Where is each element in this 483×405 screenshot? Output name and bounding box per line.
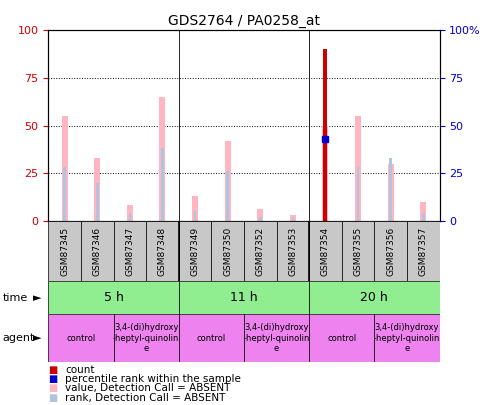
FancyBboxPatch shape	[48, 281, 179, 314]
Title: GDS2764 / PA0258_at: GDS2764 / PA0258_at	[168, 14, 320, 28]
FancyBboxPatch shape	[114, 314, 179, 362]
FancyBboxPatch shape	[276, 221, 309, 281]
Bar	[355, 116, 361, 221]
Text: control: control	[327, 334, 356, 343]
Bar	[128, 213, 131, 221]
Text: 3,4-(di)hydroxy
-heptyl-quinolin
e: 3,4-(di)hydroxy -heptyl-quinolin e	[374, 323, 440, 353]
FancyBboxPatch shape	[374, 221, 407, 281]
Bar	[94, 158, 100, 221]
Text: GSM87355: GSM87355	[354, 226, 363, 276]
FancyBboxPatch shape	[374, 314, 440, 362]
Text: 3,4-(di)hydroxy
-heptyl-quinolin
e: 3,4-(di)hydroxy -heptyl-quinolin e	[243, 323, 310, 353]
Bar	[422, 213, 425, 221]
Text: value, Detection Call = ABSENT: value, Detection Call = ABSENT	[65, 384, 230, 393]
Text: 11 h: 11 h	[230, 291, 258, 304]
Bar	[161, 148, 164, 221]
Bar	[323, 126, 328, 221]
Text: control: control	[197, 334, 226, 343]
FancyBboxPatch shape	[48, 314, 114, 362]
Text: time: time	[2, 293, 28, 303]
Bar	[96, 183, 99, 221]
Text: GSM87353: GSM87353	[288, 226, 298, 276]
Bar	[63, 167, 66, 221]
Bar	[290, 215, 296, 221]
Text: GSM87348: GSM87348	[158, 226, 167, 276]
Text: ■: ■	[48, 384, 57, 393]
FancyBboxPatch shape	[179, 314, 244, 362]
Bar	[192, 196, 198, 221]
FancyBboxPatch shape	[244, 221, 276, 281]
Text: ■: ■	[48, 374, 57, 384]
Text: percentile rank within the sample: percentile rank within the sample	[65, 374, 241, 384]
Text: control: control	[66, 334, 96, 343]
Bar	[388, 164, 394, 221]
Bar	[194, 211, 196, 221]
FancyBboxPatch shape	[407, 221, 440, 281]
Text: GSM87346: GSM87346	[93, 226, 102, 276]
Text: ►: ►	[33, 293, 42, 303]
Text: GSM87349: GSM87349	[190, 226, 199, 276]
Bar	[127, 205, 133, 221]
Bar	[420, 202, 426, 221]
Text: GSM87354: GSM87354	[321, 226, 330, 276]
FancyBboxPatch shape	[309, 281, 440, 314]
FancyBboxPatch shape	[146, 221, 179, 281]
Bar	[292, 217, 294, 221]
Text: 5 h: 5 h	[103, 291, 124, 304]
Text: GSM87350: GSM87350	[223, 226, 232, 276]
FancyBboxPatch shape	[81, 221, 114, 281]
Text: GSM87356: GSM87356	[386, 226, 395, 276]
Bar	[159, 97, 165, 221]
FancyBboxPatch shape	[342, 221, 374, 281]
FancyBboxPatch shape	[48, 221, 81, 281]
Text: rank, Detection Call = ABSENT: rank, Detection Call = ABSENT	[65, 393, 226, 403]
Text: GSM87347: GSM87347	[125, 226, 134, 276]
Bar	[62, 116, 68, 221]
FancyBboxPatch shape	[212, 221, 244, 281]
FancyBboxPatch shape	[244, 314, 309, 362]
Text: agent: agent	[2, 333, 35, 343]
Bar	[259, 217, 261, 221]
Bar	[227, 171, 229, 221]
Bar	[324, 49, 327, 221]
Bar	[257, 209, 263, 221]
Bar	[225, 141, 230, 221]
Text: GSM87357: GSM87357	[419, 226, 428, 276]
Text: count: count	[65, 365, 95, 375]
Bar	[357, 167, 359, 221]
Text: ■: ■	[48, 393, 57, 403]
FancyBboxPatch shape	[179, 221, 212, 281]
FancyBboxPatch shape	[309, 314, 374, 362]
Text: ■: ■	[48, 365, 57, 375]
Text: ►: ►	[33, 333, 42, 343]
Text: 20 h: 20 h	[360, 291, 388, 304]
Text: GSM87345: GSM87345	[60, 226, 69, 276]
FancyBboxPatch shape	[309, 221, 342, 281]
Text: 3,4-(di)hydroxy
-heptyl-quinolin
e: 3,4-(di)hydroxy -heptyl-quinolin e	[113, 323, 179, 353]
Text: GSM87352: GSM87352	[256, 226, 265, 276]
FancyBboxPatch shape	[179, 281, 309, 314]
Bar	[324, 139, 327, 221]
Bar	[389, 158, 392, 221]
FancyBboxPatch shape	[114, 221, 146, 281]
